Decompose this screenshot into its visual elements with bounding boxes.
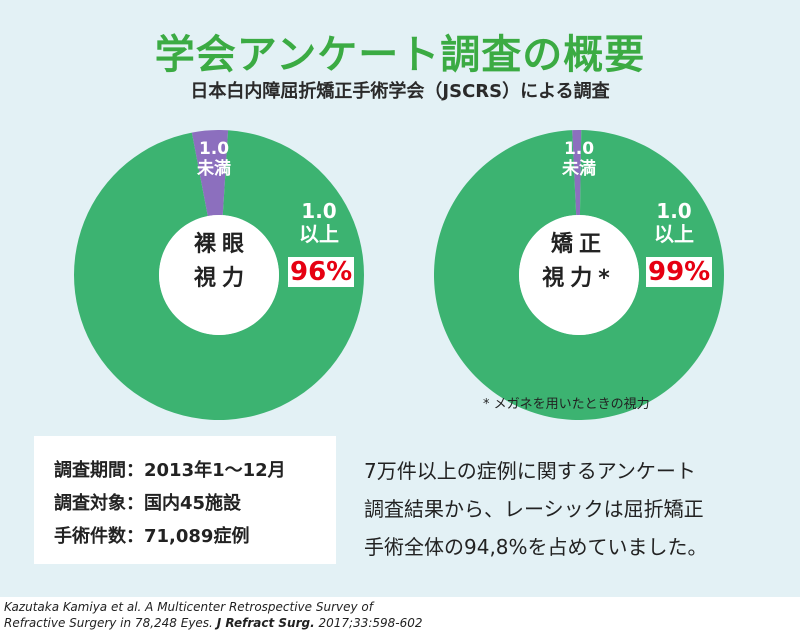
- donut-hole: [159, 215, 279, 335]
- pie-slice-minority: [572, 130, 582, 216]
- slice-label-majority: 1.0 以上: [654, 199, 694, 246]
- page-subtitle: 日本白内障屈折矯正手術学会（JSCRS）による調査: [190, 81, 610, 102]
- pie-slice-minority: [191, 130, 229, 217]
- journal-name: J Refract Surg.: [216, 616, 315, 630]
- citation-line2: Refractive Surgery in 78,248 Eyes. J Ref…: [4, 616, 423, 630]
- surgery-count: 手術件数：71,089症例: [54, 526, 250, 547]
- donut-chart-corrected-vision: 1.0 未満 1.0 以上 矯正 視力* 99%: [434, 130, 724, 420]
- slice-label-minority: 1.0 未満: [562, 139, 596, 179]
- page-title: 学会アンケート調査の概要: [154, 32, 646, 78]
- donut-chart-svg: [434, 130, 724, 420]
- survey-period: 調査期間：2013年1〜12月: [54, 460, 286, 481]
- summary-line: 調査結果から、レーシックは屈折矯正: [364, 497, 704, 521]
- donut-chart-svg: [74, 130, 364, 420]
- pie-slice-majority: [434, 130, 724, 420]
- survey-info-box: 調査期間：2013年1〜12月 調査対象：国内45施設 手術件数：71,089症…: [34, 436, 336, 564]
- summary-text: 7万件以上の症例に関するアンケート 調査結果から、レーシックは屈折矯正 手術全体…: [364, 452, 784, 566]
- slice-label-majority: 1.0 以上: [299, 199, 339, 246]
- donut-chart-naked-vision: 1.0 未満 1.0 以上 裸眼 視力 96%: [74, 130, 364, 420]
- percent-label: 99%: [646, 257, 713, 287]
- slice-label-minority: 1.0 未満: [197, 139, 231, 179]
- footnote: * メガネを用いたときの視力: [483, 397, 650, 412]
- summary-line: 7万件以上の症例に関するアンケート: [364, 459, 696, 483]
- donut-hole: [519, 215, 639, 335]
- percent-label: 96%: [288, 257, 355, 287]
- citation-line1: Kazutaka Kamiya et al. A Multicenter Ret…: [4, 600, 373, 614]
- pie-slice-majority: [74, 130, 364, 420]
- summary-line: 手術全体の94,8%を占めていました。: [364, 535, 708, 559]
- citation: Kazutaka Kamiya et al. A Multicenter Ret…: [4, 599, 423, 631]
- survey-target: 調査対象：国内45施設: [54, 493, 242, 514]
- center-label: 矯正 視力*: [542, 232, 616, 291]
- center-label: 裸眼 視力: [193, 232, 250, 291]
